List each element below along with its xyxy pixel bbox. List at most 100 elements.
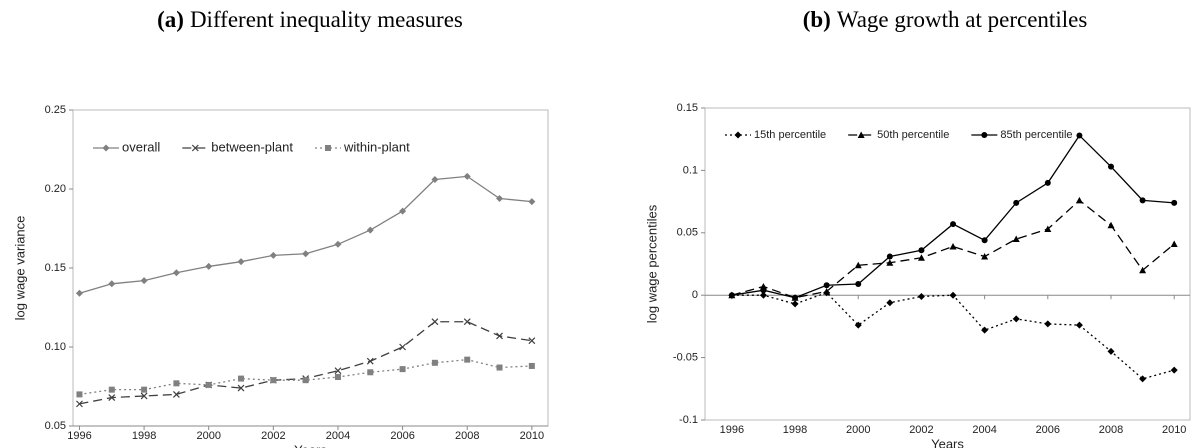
legend-label: overall [122, 139, 160, 154]
marker [302, 377, 309, 384]
x-tick-label: 2006 [1036, 424, 1060, 436]
title-text: Different inequality measures [190, 7, 463, 32]
marker [399, 366, 406, 373]
marker [1044, 225, 1052, 233]
x-tick-label: 1998 [783, 424, 807, 436]
legend-label: 85th percentile [1000, 129, 1072, 141]
y-tick-label: 0.1 [683, 164, 698, 176]
x-tick-label: 2008 [455, 430, 479, 442]
x-axis-label: Years [931, 436, 964, 448]
marker [108, 394, 116, 401]
marker [791, 300, 799, 308]
x-axis-label: Years [294, 442, 327, 448]
panel-label: (b) [803, 7, 831, 32]
x-tick-label: 1998 [132, 430, 156, 442]
y-axis-label: log wage percentiles [644, 204, 659, 323]
marker [366, 226, 374, 234]
marker [949, 243, 957, 250]
marker [172, 269, 180, 277]
marker [399, 207, 407, 215]
marker [463, 318, 471, 326]
marker [528, 337, 536, 345]
marker [270, 377, 277, 384]
marker [334, 374, 341, 381]
marker [950, 221, 957, 228]
marker [496, 364, 503, 371]
marker [1139, 266, 1147, 274]
marker [366, 357, 374, 365]
marker [917, 292, 925, 300]
marker [1075, 321, 1083, 329]
marker [528, 362, 535, 369]
x-tick-label: 2008 [1099, 424, 1123, 436]
panel-label: (a) [157, 7, 184, 32]
y-tick-label: 0.15 [677, 102, 698, 114]
marker [823, 287, 831, 295]
marker [886, 259, 894, 266]
series-line [79, 358, 532, 396]
marker [734, 131, 742, 139]
x-tick-label: 2004 [972, 424, 996, 436]
marker [792, 294, 799, 301]
marker [141, 386, 148, 393]
marker [981, 253, 989, 260]
marker [496, 194, 504, 202]
x-tick-label: 1996 [67, 430, 91, 442]
marker [191, 144, 199, 152]
marker [173, 380, 180, 387]
marker [1170, 240, 1178, 248]
marker [237, 258, 245, 266]
x-tick-label: 2006 [390, 430, 414, 442]
marker [1076, 132, 1083, 139]
marker [367, 369, 374, 376]
marker [238, 375, 245, 382]
marker [140, 277, 148, 285]
x-tick-label: 2004 [326, 430, 350, 442]
marker [854, 261, 862, 269]
x-tick-label: 2010 [1162, 424, 1186, 436]
chart-title: (a) Different inequality measures [157, 7, 463, 32]
marker [1139, 375, 1147, 383]
y-tick-label: -0.1 [679, 414, 698, 426]
marker [237, 384, 245, 392]
series-line [731, 199, 1175, 299]
y-tick-label: 0.15 [45, 262, 66, 274]
series-line [731, 291, 1175, 380]
marker [1012, 315, 1020, 323]
marker [728, 292, 735, 299]
marker [108, 280, 116, 288]
marker [334, 240, 342, 248]
marker [981, 132, 988, 138]
marker [949, 291, 957, 299]
marker [1044, 320, 1052, 328]
marker [917, 254, 925, 261]
marker [431, 176, 439, 184]
marker [108, 386, 115, 393]
marker [823, 282, 830, 289]
title-text: Wage growth at percentiles [837, 7, 1087, 32]
y-tick-label: 0.25 [45, 104, 66, 116]
marker [981, 326, 989, 334]
y-tick-label: 0.05 [45, 420, 66, 432]
marker [1107, 221, 1115, 229]
marker [855, 280, 862, 287]
marker [140, 392, 148, 400]
series-line [731, 134, 1175, 299]
marker [496, 332, 503, 340]
y-axis-label: log wage variance [12, 216, 27, 321]
y-tick-label: -0.05 [673, 352, 698, 364]
y-tick-label: 0 [692, 289, 698, 301]
marker [886, 299, 894, 307]
marker [302, 250, 310, 258]
marker [1108, 163, 1115, 170]
y-tick-label: 0.10 [45, 341, 66, 353]
plot-frame [704, 107, 1191, 421]
marker [1013, 199, 1020, 206]
marker [1075, 196, 1083, 204]
marker [75, 289, 83, 297]
marker [1012, 235, 1020, 243]
marker [464, 356, 471, 363]
marker [431, 318, 439, 326]
marker [528, 198, 536, 206]
